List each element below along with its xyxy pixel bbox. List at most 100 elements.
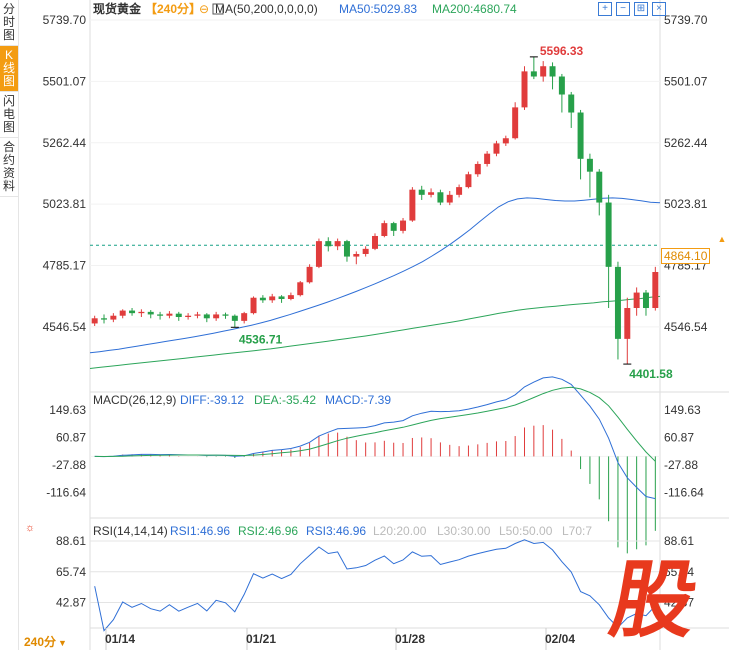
candle-body — [185, 315, 192, 318]
candle-body — [493, 143, 500, 154]
candle-body — [418, 189, 425, 195]
rsi2-label: RSI2:46.96 — [238, 524, 298, 538]
candle-body — [484, 153, 491, 164]
watermark-stamp-icon: 股 — [603, 551, 705, 649]
candle-body — [166, 313, 173, 316]
macd-y-tick-right: -27.88 — [664, 458, 698, 472]
candle-body — [203, 314, 210, 319]
sidebar-tab-char: 线 — [2, 61, 15, 75]
macd-y-tick-left: -27.88 — [52, 458, 86, 472]
candle-body — [502, 138, 509, 144]
toolbar: + − ⊞ × — [598, 2, 666, 16]
candle-body — [568, 94, 575, 113]
candle-body — [129, 310, 136, 314]
time-label: 01/21 — [246, 632, 276, 646]
candle-body — [353, 253, 360, 257]
candle-body — [241, 313, 248, 321]
chart-title: 现货黄金 — [93, 1, 142, 16]
candle-body — [642, 292, 649, 309]
annotation-low-left: 4536.71 — [239, 332, 283, 346]
candle-body — [362, 248, 369, 254]
macd-y-tick-left: 149.63 — [49, 403, 86, 417]
candle-body — [306, 266, 313, 283]
rsi-y-tick-left: 88.61 — [56, 534, 86, 548]
candle-body — [437, 192, 444, 203]
sidebar-tab-char: 约 — [2, 153, 15, 167]
period-switch-icon: ⊖ — [199, 2, 209, 16]
candle-body — [147, 311, 154, 315]
chevron-down-icon: ▼ — [58, 638, 67, 648]
sidebar-tab-2[interactable]: 闪电图 — [0, 92, 18, 138]
sidebar-tab-char: 分 — [2, 2, 15, 16]
main-y-tick-left: 4546.54 — [43, 320, 87, 334]
candle-body — [343, 241, 350, 257]
candle-body — [175, 313, 182, 318]
candle-body — [231, 315, 238, 321]
rsi-y-tick-right: 88.61 — [664, 534, 694, 548]
candle-body — [390, 223, 397, 231]
macd-title: MACD(26,12,9) — [93, 393, 176, 407]
candle-body — [456, 187, 463, 195]
ma50-label: MA50:5029.83 — [339, 2, 417, 16]
ma-settings-label: MA(50,200,0,0,0,0) — [215, 2, 318, 16]
rsi-title: RSI(14,14,14) — [93, 524, 168, 538]
annotation-low: 4401.58 — [629, 367, 673, 381]
candle-body — [530, 71, 537, 77]
time-label: 02/04 — [545, 632, 575, 646]
candle-body — [596, 171, 603, 203]
sidebar-tab-char: 料 — [2, 179, 15, 193]
ma-line-ma50 — [89, 197, 661, 354]
main-y-tick-left: 5501.07 — [43, 74, 87, 88]
sidebar-tab-char: 合 — [2, 140, 15, 154]
minus-box-icon[interactable]: − — [616, 2, 630, 16]
macd-dea-line — [94, 386, 656, 462]
sidebar-tab-3[interactable]: 合约资料 — [0, 138, 18, 197]
rsi3-label: RSI3:46.96 — [306, 524, 366, 538]
macd-dif-label: DIFF:-39.12 — [180, 393, 244, 407]
period-select[interactable]: 240分 ▼ — [24, 633, 67, 650]
ma200-label: MA200:4680.74 — [432, 2, 517, 16]
candle-body — [446, 194, 453, 203]
candle-body — [250, 297, 257, 314]
plus-box-icon[interactable]: + — [598, 2, 612, 16]
main-y-tick-left: 5262.44 — [43, 136, 87, 150]
candle-body — [409, 189, 416, 221]
rsi1-label: RSI1:46.96 — [170, 524, 230, 538]
candle-body — [521, 71, 528, 108]
candle-body — [465, 174, 472, 188]
main-y-tick-right: 5501.07 — [664, 74, 708, 88]
sidebar-tab-char: 闪 — [2, 94, 15, 108]
candle-body — [259, 297, 266, 301]
sidebar-tab-0[interactable]: 分时图 — [0, 0, 18, 46]
main-y-tick-right: 5023.81 — [664, 197, 708, 211]
candle-body — [91, 318, 98, 324]
candle-body — [586, 158, 593, 172]
sidebar-tab-char: 电 — [2, 107, 15, 121]
rsi-level-label: L50:50.00 — [499, 524, 553, 538]
candle-body — [381, 223, 388, 236]
sidebar-tab-char: 图 — [2, 74, 15, 88]
macd-value-label: MACD:-7.39 — [325, 393, 391, 407]
time-label: 01/28 — [395, 632, 425, 646]
candle-body — [110, 315, 117, 320]
candle-body — [577, 112, 584, 159]
close-box-icon[interactable]: × — [652, 2, 666, 16]
candle-body — [101, 318, 108, 320]
candle-body — [512, 107, 519, 139]
candle-body — [297, 282, 304, 296]
chart-period: 【240分】 — [145, 1, 201, 16]
macd-y-tick-right: -116.64 — [664, 486, 704, 500]
rsi-level-label: L70:7 — [562, 524, 592, 538]
main-y-tick-right: 4546.54 — [664, 320, 708, 334]
rsi-y-tick-right: 42.87 — [664, 596, 694, 610]
sidebar-tab-char: 图 — [2, 120, 15, 134]
settings-grid-icon[interactable]: ⊞ — [634, 2, 648, 16]
candle-body — [372, 235, 378, 249]
candle-body — [334, 241, 341, 247]
candle-body — [222, 314, 229, 316]
candle-body — [400, 220, 407, 231]
main-y-tick-left: 5023.81 — [43, 197, 87, 211]
